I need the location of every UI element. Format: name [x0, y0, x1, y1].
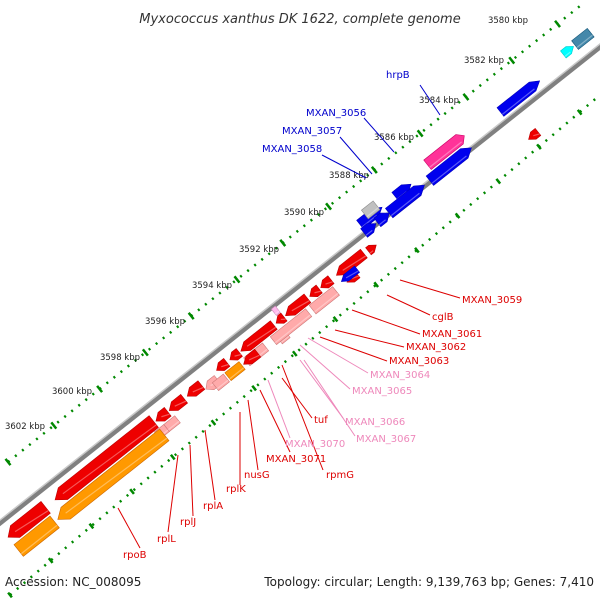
scale-tick [555, 21, 560, 27]
gene-arrow [572, 28, 595, 49]
tick-label: 3582 kbp [464, 56, 504, 66]
leader-line [387, 295, 430, 315]
leader-line [300, 345, 350, 389]
gene-label[interactable]: rplK [226, 484, 246, 495]
leader-line [168, 455, 178, 532]
tick-label: 3598 kbp [100, 353, 140, 363]
scale-tick [293, 351, 297, 356]
gene-label[interactable]: rplA [203, 501, 223, 512]
scale-tick [496, 179, 500, 184]
gene-label[interactable]: MXAN_3059 [462, 295, 522, 306]
inner-scale-line [10, 95, 600, 595]
tick-label: 3586 kbp [374, 133, 414, 143]
scale-tick [509, 57, 514, 63]
gene-arrow [310, 285, 323, 297]
scale-tick [212, 420, 216, 425]
gene-features [8, 28, 594, 556]
leader-line [340, 137, 372, 174]
gene-label[interactable]: MXAN_3067 [356, 434, 416, 445]
scale-tick-labels: 3580 kbp 3582 kbp 3584 kbp 3586 kbp 3588… [5, 16, 528, 432]
gene-label[interactable]: MXAN_3058 [262, 144, 322, 155]
rna-gene-labels: MXAN_3064 MXAN_3065 MXAN_3066 MXAN_3067 … [285, 370, 430, 450]
tick-label: 3584 kbp [419, 96, 459, 106]
gene-arrow [366, 245, 377, 255]
leader-line [248, 400, 258, 470]
gene-label[interactable]: MXAN_3061 [422, 329, 482, 340]
gene-label[interactable]: cglB [432, 312, 454, 323]
gene-arrow-body [572, 28, 595, 49]
leader-line [190, 445, 193, 516]
tick-label: 3602 kbp [5, 422, 45, 432]
gene-label[interactable]: MXAN_3062 [406, 342, 466, 353]
tick-label: 3594 kbp [192, 281, 232, 291]
leader-line [400, 280, 460, 298]
scale-tick [252, 386, 256, 391]
scale-tick [8, 593, 12, 598]
gene-label[interactable]: rplL [157, 534, 176, 545]
leader-line [282, 378, 312, 418]
gene-label[interactable]: MXAN_3070 [285, 439, 345, 450]
scale-tick [456, 213, 460, 218]
tick-label: 3592 kbp [239, 245, 279, 255]
gene-arrow [156, 407, 171, 421]
gene-label[interactable]: MXAN_3057 [282, 126, 342, 137]
leader-line [335, 330, 404, 347]
leader-line [205, 430, 215, 500]
scale-tick [418, 130, 423, 136]
gene-label[interactable]: tuf [314, 415, 328, 426]
scale-tick [463, 94, 468, 100]
scale-tick [537, 144, 541, 149]
gene-arrow [321, 276, 334, 288]
gene-label[interactable]: rpmG [326, 470, 354, 481]
gene-arrow [187, 381, 205, 396]
scale-tick [326, 203, 331, 209]
map-title: Myxococcus xanthus DK 1622, complete gen… [139, 12, 460, 27]
gene-arrow [217, 358, 230, 370]
gene-label[interactable]: MXAN_3063 [389, 356, 449, 367]
outer-scale-line [8, 2, 585, 462]
gene-label[interactable]: MXAN_3056 [306, 108, 366, 119]
gene-label[interactable]: hrpB [386, 70, 410, 81]
leader-line [352, 310, 420, 334]
tick-label: 3600 kbp [52, 387, 92, 397]
gene-arrow-body [366, 245, 377, 255]
accession-text: Accession: NC_008095 [5, 575, 141, 589]
reverse-gene-labels: MXAN_3059 cglB MXAN_3061 MXAN_3062 MXAN_… [123, 295, 522, 561]
gene-label[interactable]: rplJ [180, 517, 196, 528]
gene-arrow-body [560, 46, 573, 58]
gene-arrow [169, 394, 187, 410]
tick-label: 3596 kbp [145, 317, 185, 327]
gene-label[interactable]: MXAN_3066 [345, 417, 405, 428]
gene-label[interactable]: MXAN_3071 [266, 454, 326, 465]
tick-label: 3590 kbp [284, 208, 324, 218]
tick-label: 3580 kbp [488, 16, 528, 26]
leader-line [118, 508, 140, 548]
gene-label[interactable]: rpoB [123, 550, 147, 561]
gene-label[interactable]: nusG [244, 470, 270, 481]
genome-summary-text: Topology: circular; Length: 9,139,763 bp… [263, 575, 594, 589]
scale-tick [234, 276, 239, 282]
gene-arrow [230, 348, 243, 360]
gene-arrow-body [169, 394, 187, 410]
gene-label[interactable]: MXAN_3065 [352, 386, 412, 397]
gene-arrow [560, 46, 573, 58]
gene-arrow [529, 128, 541, 139]
scale-tick [171, 455, 175, 460]
gene-label[interactable]: MXAN_3064 [370, 370, 430, 381]
